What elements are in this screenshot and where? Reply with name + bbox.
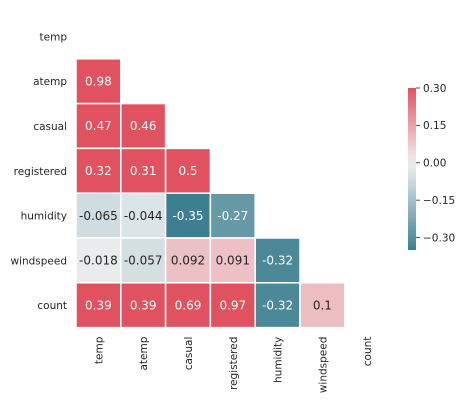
colorbar-tick-label: 0.15 [423,120,446,132]
column-tick-label: casual [183,337,195,371]
row-tick-label: atemp [33,76,67,88]
cell-value-label: -0.32 [262,298,293,312]
cell-value-label: -0.27 [217,209,248,223]
heatmap-cell [120,192,167,239]
row-tick-label: humidity [21,211,67,223]
heatmap-cell [209,192,256,239]
heatmap-cell [209,237,256,284]
row-tick-label: count [37,300,67,312]
row-tick-label: temp [40,31,68,43]
heatmap-cells [75,58,346,329]
cell-value-label: 0.092 [171,254,205,268]
cell-value-label: -0.057 [124,254,163,268]
heatmap-cell [254,282,301,329]
heatmap-cell [75,282,122,329]
cell-value-label: 0.091 [216,254,250,268]
cell-value-label: 0.39 [85,298,112,312]
x-axis-tick-labels: temp atemp casual registered humidity windspe… [93,336,374,393]
cell-value-label: -0.018 [79,254,118,268]
cell-value-label: 0.47 [85,119,112,133]
cell-value-label: -0.32 [262,254,293,268]
heatmap-cell [299,282,346,329]
colorbar-tick-label: 0.00 [423,158,446,170]
row-tick-label: registered [14,166,67,178]
cell-value-label: 0.31 [130,164,157,178]
cell-value-label: 0.46 [130,119,157,133]
cell-value-label: 0.69 [175,298,202,312]
y-axis-tick-labels: temp atemp casual registered humidity windspe… [10,31,67,312]
heatmap-cell [75,58,122,105]
cell-value-label: -0.065 [79,209,118,223]
cell-value-label: -0.35 [172,209,203,223]
column-tick-label: humidity [273,337,285,383]
cell-value-label: 0.1 [313,298,332,312]
column-tick-label: registered [228,337,240,390]
colorbar-gradient-bar [408,88,416,250]
heatmap-cell [120,282,167,329]
heatmap-cell [209,282,256,329]
row-tick-label: casual [33,121,67,133]
column-tick-label: atemp [138,336,150,370]
cell-value-label: 0.39 [130,298,157,312]
cell-value-label: 0.5 [178,164,197,178]
column-tick-label: windspeed [317,337,329,394]
heatmap-cell-labels: 0.98 0.47 0.46 0.32 0.31 0.5 -0.065 -0.044 -0.35… [79,74,332,312]
cell-value-label: 0.97 [219,298,246,312]
cell-value-label: 0.32 [85,164,112,178]
column-tick-label: temp [93,336,105,364]
colorbar-tick-label: 0.30 [423,83,446,95]
colorbar-tick-label: −0.30 [423,232,455,244]
colorbar: 0.30 0.15 0.00 −0.15 −0.30 [408,83,455,250]
row-tick-label: windspeed [10,255,67,267]
colorbar-tick-label: −0.15 [423,195,455,207]
heatmap-cell [120,237,167,284]
heatmap-cell [164,147,212,194]
cell-value-label: -0.044 [124,209,163,223]
cell-value-label: 0.98 [85,74,112,88]
column-tick-label: count [362,337,374,367]
